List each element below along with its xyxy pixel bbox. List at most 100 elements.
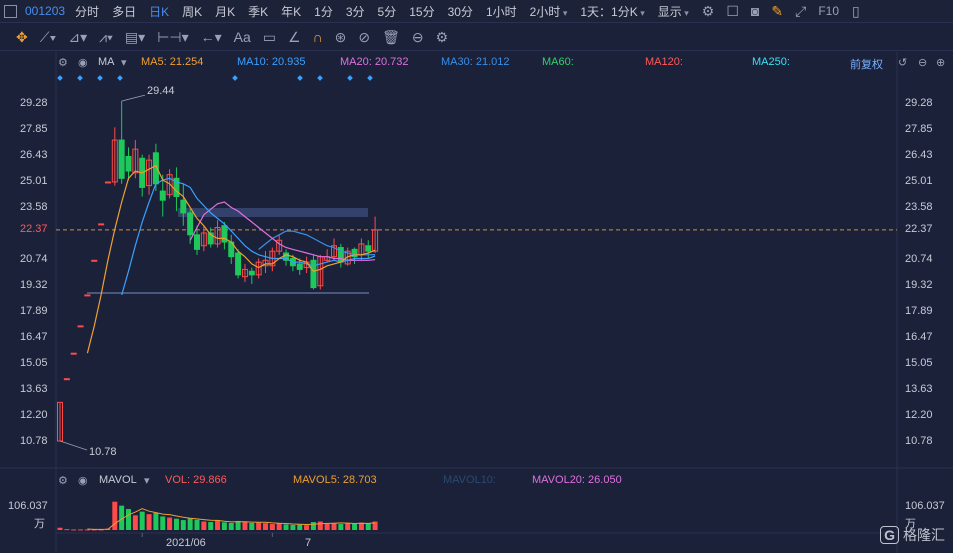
resistance-zone (178, 208, 368, 217)
reset-icon[interactable]: ↺ (898, 57, 908, 69)
vol-dropdown-icon[interactable]: ▾ (144, 475, 150, 487)
volume-bar (146, 514, 152, 530)
volume-bar (358, 522, 364, 530)
fullscreen-icon[interactable]: ⤢ (795, 2, 807, 19)
period-tab-1hour[interactable]: 1小时 (485, 4, 517, 19)
pencil-icon[interactable]: ✎ (771, 2, 784, 19)
move-crosshair-icon[interactable]: ✥ (16, 28, 28, 45)
vol-label[interactable]: MAVOL (99, 474, 137, 486)
y-tick: 17.89 (20, 305, 48, 317)
candle-body (125, 155, 132, 172)
arrow-tool-icon[interactable]: ←▾ (200, 28, 222, 45)
camera-icon[interactable]: ◙ (750, 3, 760, 19)
volume-bar (160, 516, 166, 530)
zoom-out-icon[interactable]: ⊖ (918, 57, 928, 69)
period-tab-weekly[interactable]: 周K (182, 4, 203, 19)
y-tick: 13.63 (20, 383, 48, 395)
stock-code[interactable]: 001203 (25, 4, 66, 18)
candle-body (166, 174, 173, 196)
x-tick-label: 2021/06 (166, 537, 206, 549)
period-tab-30min[interactable]: 30分 (447, 4, 473, 19)
high-price-pointer (121, 94, 146, 102)
ruler-icon[interactable]: ∠ (288, 28, 301, 45)
current-price-tag: 22.37 (905, 223, 933, 235)
sidebar-toggle-icon[interactable]: ▯ (852, 2, 860, 19)
y-tick: 10.78 (905, 435, 933, 447)
brand-logo-icon: G (880, 526, 899, 544)
ma-visibility-icon[interactable]: ◉ (78, 57, 88, 69)
period-tab-quarterly[interactable]: 季K (248, 4, 269, 19)
y-tick: 12.20 (905, 409, 933, 421)
volume-bar (221, 522, 227, 530)
period-tab-3min[interactable]: 3分 (345, 4, 365, 19)
period-tab-daily[interactable]: 日K (149, 4, 170, 19)
trash-icon[interactable]: 🗑 (382, 28, 400, 45)
candle-body (296, 263, 303, 270)
text-tool-icon[interactable]: Aa (233, 29, 251, 45)
vol-axis-max: 106.037 (8, 500, 48, 512)
magnet-icon[interactable]: ∩ (312, 29, 323, 45)
layout-toggle-icon[interactable] (4, 4, 17, 18)
range-tool-icon[interactable]: ⊢⊣▾ (157, 28, 189, 45)
comment-tool-icon[interactable]: ▭ (262, 28, 276, 45)
channel-tool-icon[interactable]: ⊿▾ (68, 28, 88, 45)
y-tick: 27.85 (20, 123, 48, 135)
period-tab-multiday[interactable]: 多日 (112, 4, 137, 19)
ma-legend: ⚙ ◉ MA ▾ MA5: 21.254 MA10: 20.935 MA20: … (0, 55, 953, 71)
period-tab-timeshare[interactable]: 分时 (75, 4, 100, 19)
hide-icon[interactable]: ⊘ (358, 28, 371, 45)
period-tab-monthly[interactable]: 月K (215, 4, 236, 19)
volume-bar (201, 521, 207, 530)
volume-bar (263, 523, 268, 530)
ma-dropdown-icon[interactable]: ▾ (121, 57, 127, 69)
multi-period-dropdown[interactable]: 1天：1分K (580, 3, 644, 20)
volume-bar (78, 529, 84, 531)
top-toolbar: 001203 分时 多日 日K 周K 月K 季K 年K 1分 3分 5分 15分… (0, 0, 953, 23)
eye-icon[interactable]: ⊛ (334, 28, 347, 45)
period-tab-15min[interactable]: 15分 (409, 4, 435, 19)
f10-button[interactable]: F10 (818, 4, 839, 18)
period-tab-1min[interactable]: 1分 (314, 4, 333, 19)
vol-settings-icon[interactable]: ⚙ (58, 475, 68, 487)
volume-bar (372, 521, 378, 530)
period-tab-yearly[interactable]: 年K (281, 4, 302, 19)
candle-body (91, 259, 98, 262)
volume-bar (84, 529, 90, 531)
candle-body (118, 139, 125, 179)
signal-marker (77, 75, 83, 81)
tool-settings-icon[interactable]: ⚙ (435, 28, 449, 45)
ma10-value: MA10: 20.935 (237, 56, 306, 68)
line-tool-icon[interactable]: ⟋▾ (39, 28, 57, 45)
candle-body (159, 190, 166, 201)
period-tab-5min[interactable]: 5分 (377, 4, 397, 19)
link-icon[interactable]: ⊖ (411, 28, 424, 45)
ma-label[interactable]: MA (98, 56, 115, 68)
volume-bar (249, 522, 255, 530)
candle-body (262, 259, 269, 267)
y-tick: 29.28 (905, 97, 933, 109)
mavol20-value: MAVOL20: 26.050 (532, 474, 622, 486)
adjust-mode[interactable]: 前复权 (850, 59, 883, 71)
candle-body (187, 212, 194, 236)
candle-body (365, 245, 372, 252)
brand-watermark: G 格隆汇 (880, 525, 945, 545)
display-dropdown[interactable]: 显示 (658, 3, 689, 20)
volume-bar (242, 521, 248, 530)
period-tab-2hour[interactable]: 2小时 (530, 3, 568, 20)
volume-bar (194, 519, 200, 530)
ma60-value: MA60: (542, 56, 574, 68)
candle-body (146, 159, 153, 187)
fib-tool-icon[interactable]: ▤▾ (124, 28, 146, 45)
volume-bar (297, 524, 303, 530)
checkbox-square-icon[interactable]: ☐ (726, 2, 739, 19)
zoom-in-icon[interactable]: ⊕ (936, 57, 946, 69)
ma-settings-icon[interactable]: ⚙ (58, 57, 68, 69)
volume-bar (215, 520, 221, 530)
signal-marker (297, 75, 303, 81)
settings-gear-icon[interactable]: ⚙ (701, 2, 715, 19)
vol-visibility-icon[interactable]: ◉ (78, 475, 88, 487)
signal-marker (347, 75, 353, 81)
wave-tool-icon[interactable]: ⩘▾ (99, 28, 113, 45)
candle-body (351, 248, 358, 258)
